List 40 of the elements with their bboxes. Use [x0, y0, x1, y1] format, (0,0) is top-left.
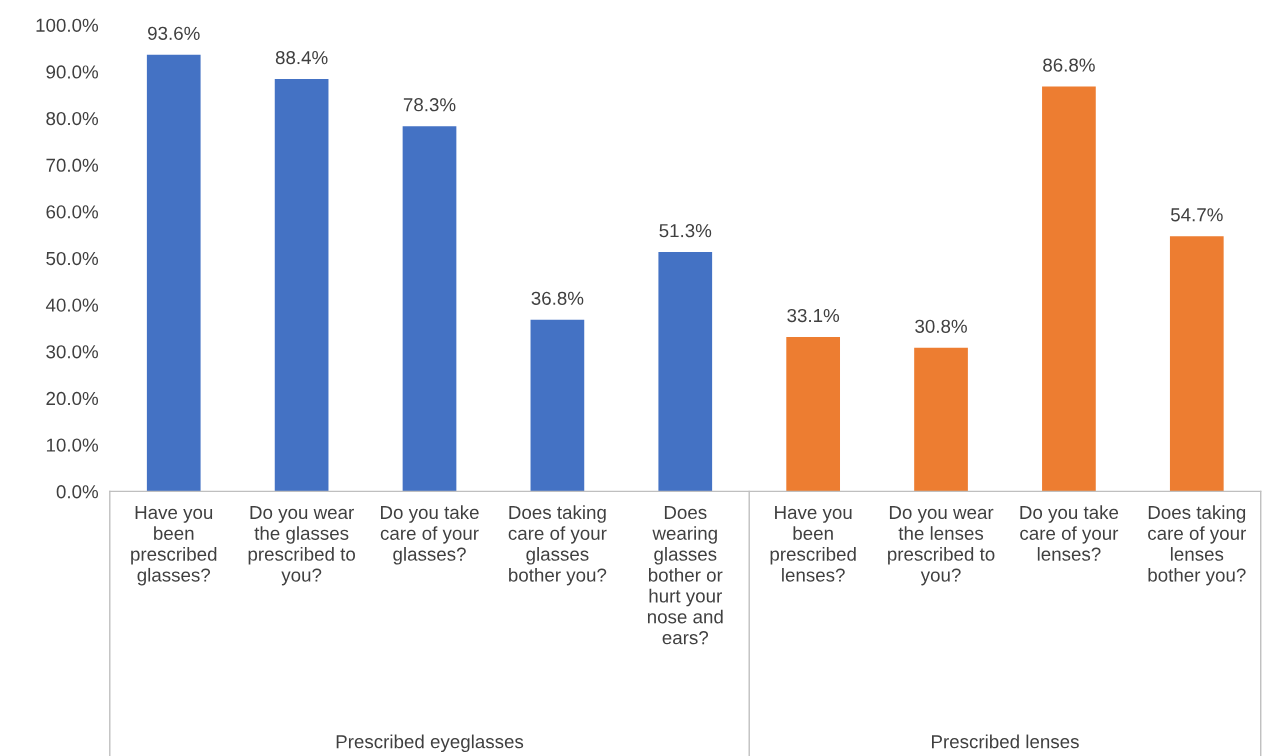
data-label: 78.3% [403, 98, 456, 112]
bar [402, 126, 457, 492]
bar [786, 337, 840, 492]
y-tick-label: 20.0% [46, 391, 99, 406]
text: Prescribed eyeglasses [336, 734, 524, 753]
bar [1169, 236, 1224, 492]
x-tick-label: Do you take care of your lenses? [1020, 505, 1119, 561]
y-tick-label: 40.0% [45, 298, 99, 312]
data-label: 33.1% [787, 308, 840, 323]
x-tick-label: Does wearing glasses bother or hurt your nose and ears? [647, 505, 723, 645]
data-label: 54.7% [1170, 208, 1223, 222]
data-label: 93.6% [148, 26, 200, 40]
y-tick-label: 100.0% [36, 18, 99, 32]
y-tick-label: 0.0% [56, 485, 99, 499]
bar [146, 54, 201, 492]
data-label: 51.3% [659, 224, 712, 238]
x-tick-label: Does taking care of your glasses bother you? [508, 505, 607, 586]
x-tick-label: Have you been prescribed lenses? [770, 505, 856, 582]
y-tick-label: 60.0% [46, 205, 99, 219]
bar [1042, 86, 1096, 492]
bar [914, 347, 968, 492]
x-tick-label: Do you take care of your glasses? [380, 505, 479, 565]
bar [274, 79, 329, 492]
y-tick-label: 30.0% [46, 345, 99, 359]
y-tick-label: 10.0% [46, 438, 99, 452]
data-label: 36.8% [531, 291, 584, 305]
x-tick-label: Does taking care of your lenses bother you? [1148, 505, 1246, 586]
x-tick-label: Do you wear the lenses prescribed to you? [888, 505, 995, 586]
x-tick-label: Do you wear the glasses prescribed to you? [248, 505, 356, 586]
x-tick-label: Have you been prescribed glasses? [131, 505, 217, 586]
text: Prescribed lenses [932, 734, 1079, 749]
y-tick-label: 80.0% [46, 111, 99, 126]
bar [530, 319, 585, 492]
y-tick-label: 50.0% [46, 251, 99, 266]
y-tick-label: 70.0% [46, 158, 99, 172]
data-label: 30.8% [915, 319, 967, 333]
data-label: 86.8% [1043, 58, 1095, 72]
bar [658, 252, 713, 492]
y-tick-label: 90.0% [46, 65, 99, 79]
data-label: 88.4% [275, 50, 328, 65]
